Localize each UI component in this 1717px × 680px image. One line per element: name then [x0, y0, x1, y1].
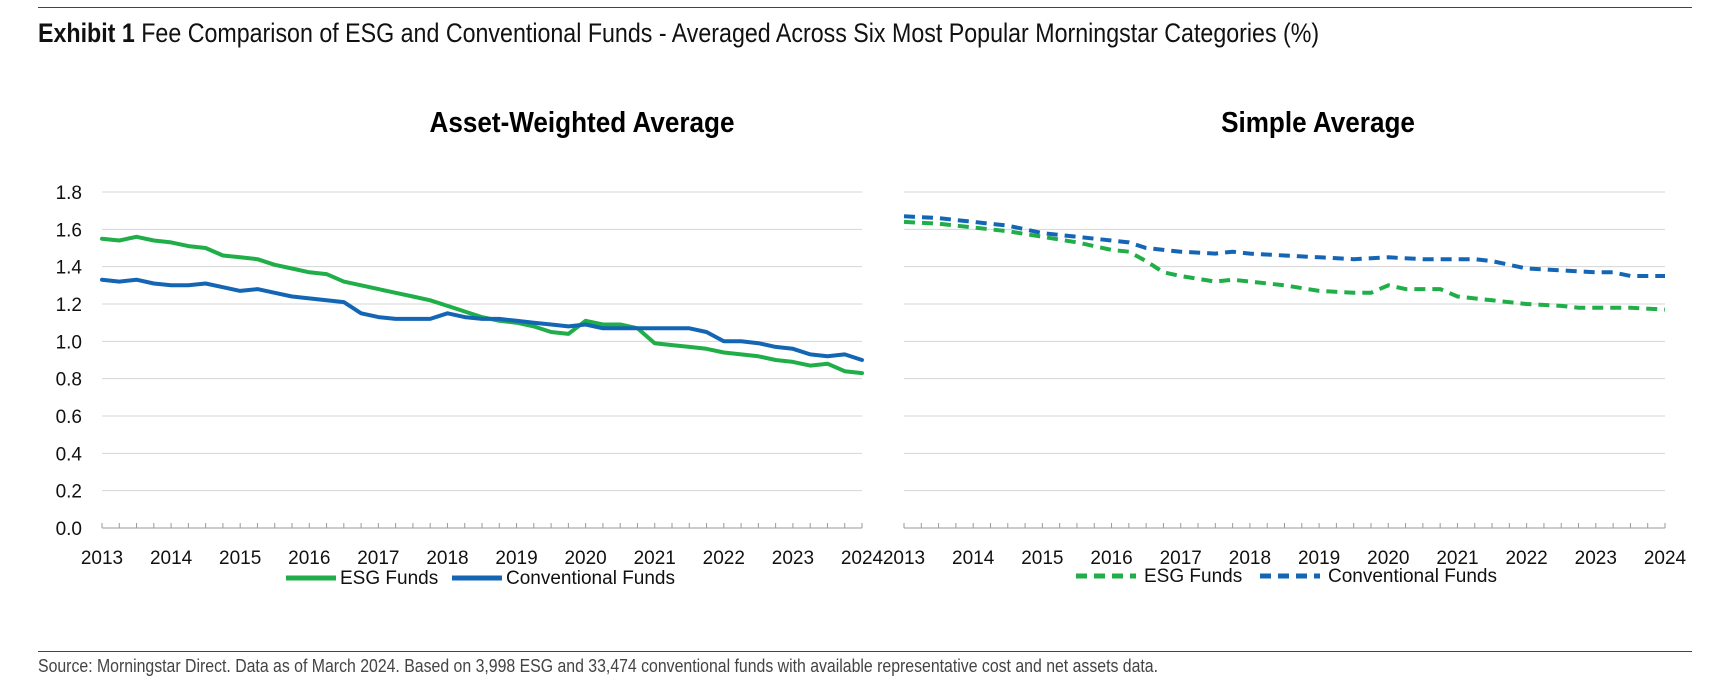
y-tick-label: 0.4 — [56, 444, 83, 465]
top-rule — [38, 7, 1692, 8]
x-tick-label: 2018 — [426, 548, 468, 569]
source-note: Source: Morningstar Direct. Data as of M… — [38, 656, 1159, 676]
x-tick-label: 2016 — [1090, 548, 1132, 569]
x-tick-label: 2020 — [564, 548, 606, 569]
exhibit-title: Fee Comparison of ESG and Conventional F… — [141, 18, 1320, 48]
x-tick-label: 2013 — [883, 548, 925, 569]
legend-label-esg: ESG Funds — [1144, 566, 1242, 587]
x-tick-label: 2023 — [1575, 548, 1617, 569]
y-tick-label: 1.6 — [56, 220, 82, 241]
y-tick-label: 1.4 — [56, 258, 83, 279]
bottom-rule — [38, 651, 1692, 652]
x-tick-label: 2015 — [219, 548, 261, 569]
exhibit-label: Exhibit 1 — [38, 18, 135, 48]
x-tick-label: 2015 — [1021, 548, 1063, 569]
y-tick-label: 0.8 — [56, 370, 82, 391]
y-tick-label: 0.2 — [56, 482, 82, 503]
series-line-conventional — [100, 277, 864, 362]
chart-title: Asset-Weighted Average — [430, 106, 735, 139]
x-tick-label: 2020 — [1367, 548, 1409, 569]
x-tick-label: 2021 — [634, 548, 676, 569]
legend-label-conventional: Conventional Funds — [506, 568, 675, 589]
x-tick-label: 2014 — [952, 548, 995, 569]
x-tick-label: 2017 — [357, 548, 399, 569]
y-tick-label: 1.8 — [56, 183, 82, 204]
x-tick-label: 2016 — [288, 548, 330, 569]
x-tick-label: 2024 — [841, 548, 884, 569]
exhibit-heading: Exhibit 1 Fee Comparison of ESG and Conv… — [38, 18, 1319, 49]
series-line-esg — [903, 219, 1666, 312]
legend-label-conventional: Conventional Funds — [1328, 566, 1497, 587]
x-tick-label: 2018 — [1229, 548, 1271, 569]
chart-panel-1: Asset-Weighted Average 0.0 0.2 0.4 0.6 0.8 1.0… — [56, 106, 884, 589]
x-tick-label: 2022 — [1505, 548, 1547, 569]
x-tick-label: 2013 — [81, 548, 123, 569]
x-tick-label: 2022 — [703, 548, 745, 569]
x-tick-label: 2023 — [772, 548, 814, 569]
x-tick-label: 2014 — [150, 548, 193, 569]
x-tick-label: 2019 — [495, 548, 537, 569]
y-tick-label: 0.6 — [56, 407, 82, 428]
series-line-esg — [100, 234, 864, 376]
x-tick-label: 2019 — [1298, 548, 1340, 569]
y-tick-label: 1.0 — [56, 332, 82, 353]
y-tick-label: 1.2 — [56, 295, 82, 316]
chart-title: Simple Average — [1221, 106, 1415, 139]
x-tick-label: 2017 — [1160, 548, 1202, 569]
legend-label-esg: ESG Funds — [340, 568, 438, 589]
series-line-conventional — [903, 214, 1665, 278]
chart-panel-2: Simple Average 2013 2014 2015 2016 2017 2018 20… — [883, 106, 1687, 587]
x-tick-label: 2021 — [1436, 548, 1478, 569]
y-tick-label: 0.0 — [56, 519, 82, 540]
x-tick-label: 2024 — [1644, 548, 1687, 569]
